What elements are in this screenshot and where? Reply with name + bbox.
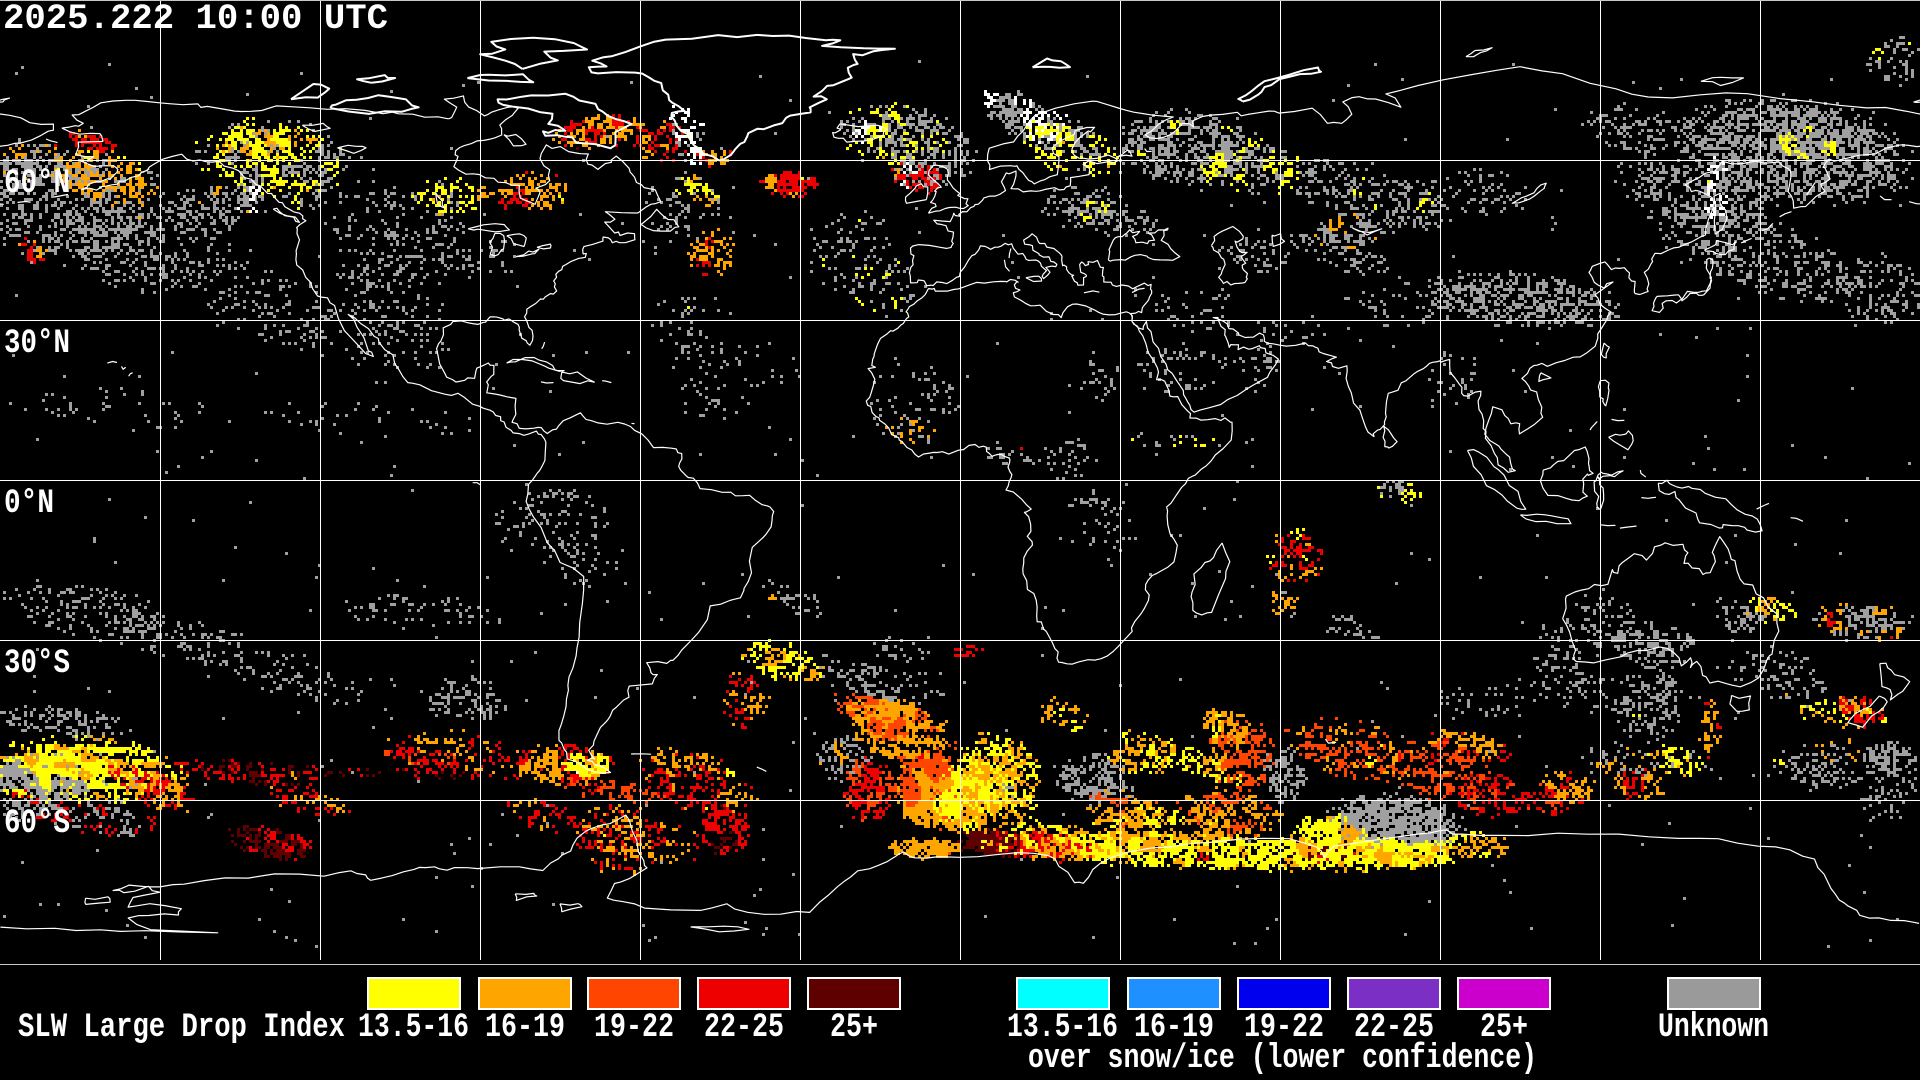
svg-text:30°S: 30°S: [4, 645, 70, 683]
svg-text:16-19: 16-19: [1134, 1009, 1214, 1047]
svg-text:25+: 25+: [1480, 1009, 1528, 1047]
svg-text:13.5-16: 13.5-16: [1007, 1009, 1118, 1047]
svg-text:60°N: 60°N: [4, 165, 70, 203]
svg-text:13.5-16: 13.5-16: [358, 1009, 469, 1047]
svg-text:25+: 25+: [830, 1009, 878, 1047]
svg-text:SLW Large Drop Index: SLW Large Drop Index: [18, 1009, 345, 1047]
svg-text:30°N: 30°N: [4, 325, 70, 363]
svg-text:2025.222 10:00 UTC: 2025.222 10:00 UTC: [3, 0, 388, 39]
svg-text:Unknown: Unknown: [1658, 1009, 1769, 1047]
svg-text:0°N: 0°N: [4, 485, 54, 523]
svg-text:19-22: 19-22: [1244, 1009, 1324, 1047]
svg-text:22-25: 22-25: [704, 1009, 784, 1047]
svg-text:22-25: 22-25: [1354, 1009, 1434, 1047]
svg-text:over snow/ice (lower confidenc: over snow/ice (lower confidence): [1028, 1040, 1537, 1078]
svg-text:16-19: 16-19: [485, 1009, 565, 1047]
svg-text:60°S: 60°S: [4, 805, 70, 843]
svg-text:19-22: 19-22: [594, 1009, 674, 1047]
